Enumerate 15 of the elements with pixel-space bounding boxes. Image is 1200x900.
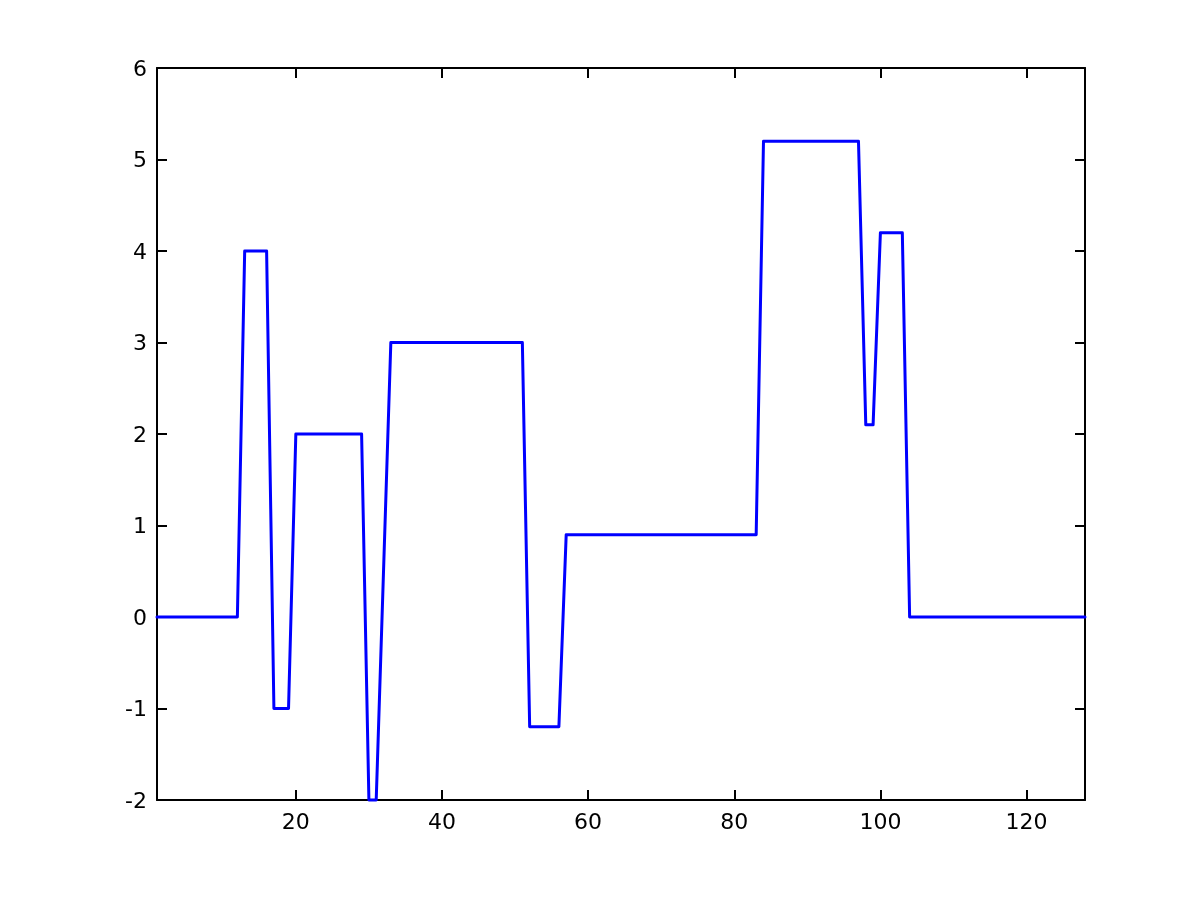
x-tick-label: 120	[1005, 808, 1048, 834]
y-tick-label: -2	[125, 787, 147, 813]
y-tick-label: 0	[133, 604, 147, 630]
y-tick-label: 2	[133, 421, 147, 447]
x-tick-label: 100	[859, 808, 902, 834]
x-tick-label: 40	[427, 808, 456, 834]
y-tick-label: 3	[133, 330, 147, 355]
y-tick-label: 4	[133, 238, 147, 264]
x-tick-label: 20	[281, 808, 310, 834]
y-tick-label: 6	[133, 55, 147, 81]
x-tick-label: 60	[574, 808, 603, 834]
y-tick-label: 1	[133, 513, 147, 538]
y-tick-label: -1	[125, 696, 147, 721]
x-tick-label: 80	[720, 808, 749, 834]
y-tick-label: 5	[133, 147, 147, 172]
